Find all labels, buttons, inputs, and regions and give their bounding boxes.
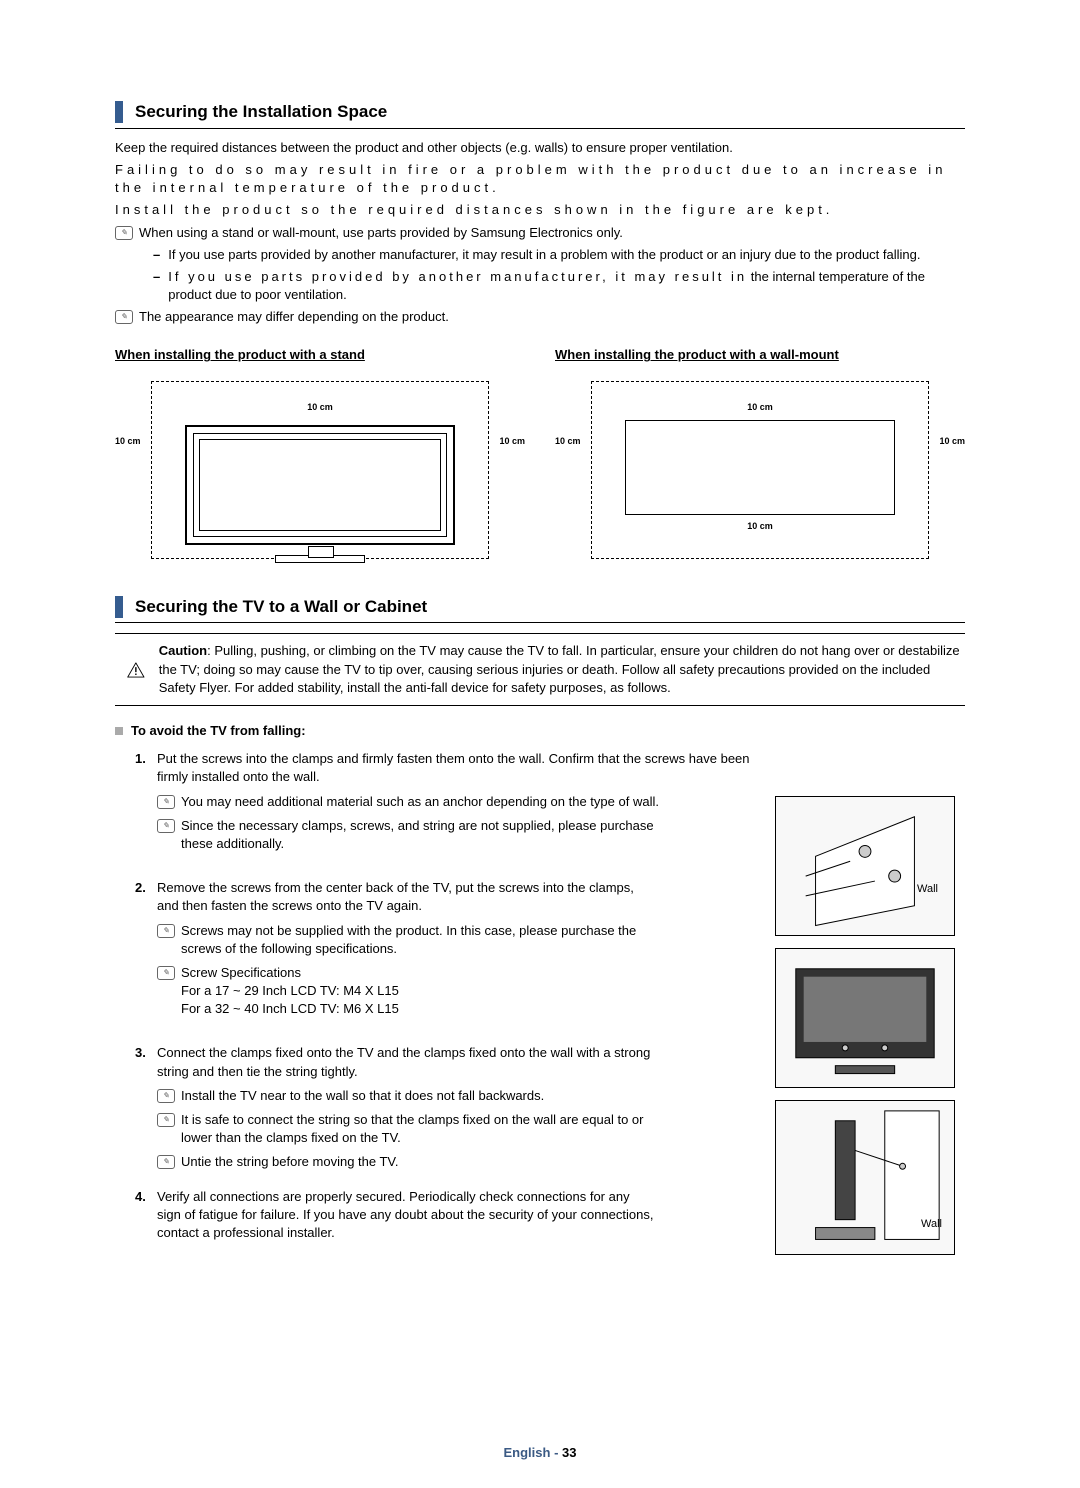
- step3-text: Connect the clamps fixed onto the TV and…: [157, 1044, 655, 1080]
- note-icon: ✎: [157, 1155, 175, 1169]
- step3-note2: ✎ It is safe to connect the string so th…: [157, 1111, 655, 1147]
- step3-note3: ✎ Untie the string before moving the TV.: [157, 1153, 655, 1171]
- step1-note1: ✎ You may need additional material such …: [157, 793, 677, 811]
- note-text-1: When using a stand or wall-mount, use pa…: [139, 224, 623, 242]
- cm-top: 10 cm: [307, 401, 333, 414]
- step-num: 2.: [135, 879, 157, 1020]
- step-num: 4.: [135, 1188, 157, 1243]
- footer-page: 33: [562, 1445, 576, 1460]
- section-title-space: Securing the Installation Space: [135, 100, 387, 124]
- step3-note2-text: It is safe to connect the string so that…: [181, 1111, 655, 1147]
- dash: –: [153, 246, 160, 264]
- cm-left: 10 cm: [555, 435, 581, 448]
- dash-item-1: – If you use parts provided by another m…: [153, 246, 965, 264]
- header-bar: [115, 101, 123, 123]
- wall-label: Wall: [917, 882, 938, 897]
- step2-text: Remove the screws from the center back o…: [157, 879, 655, 915]
- note-icon: ✎: [157, 819, 175, 833]
- sub-head-text: To avoid the TV from falling:: [131, 722, 306, 740]
- step3-note1-text: Install the TV near to the wall so that …: [181, 1087, 544, 1105]
- step-num: 1.: [135, 750, 157, 855]
- diag-title-stand: When installing the product with a stand: [115, 346, 525, 364]
- step2-note2-text: Screw Specifications: [181, 964, 399, 982]
- step1-note2: ✎ Since the necessary clamps, screws, an…: [157, 817, 677, 853]
- note-icon: ✎: [115, 226, 133, 240]
- diag-title-wall: When installing the product with a wall-…: [555, 346, 965, 364]
- step2-note1: ✎ Screws may not be supplied with the pr…: [157, 922, 655, 958]
- step1-note2-text: Since the necessary clamps, screws, and …: [181, 817, 677, 853]
- header-bar: [115, 596, 123, 618]
- diagrams-row: When installing the product with a stand…: [115, 346, 965, 564]
- square-bullet-icon: [115, 727, 123, 735]
- footer-lang: English: [504, 1445, 551, 1460]
- caution-text: Caution: Pulling, pushing, or climbing o…: [159, 642, 965, 697]
- diagram-wall: When installing the product with a wall-…: [555, 346, 965, 564]
- sub-head-avoid: To avoid the TV from falling:: [115, 722, 965, 740]
- cm-top: 10 cm: [747, 401, 773, 414]
- fig-tv-front: [775, 948, 955, 1088]
- cm-left: 10 cm: [115, 435, 141, 448]
- step-4: 4. Verify all connections are properly s…: [135, 1188, 655, 1243]
- cm-right: 10 cm: [499, 435, 525, 448]
- steps: 1. Put the screws into the clamps and fi…: [135, 750, 765, 1256]
- warning-icon: [127, 650, 145, 690]
- step4-text: Verify all connections are properly secu…: [157, 1188, 655, 1243]
- dash-text-2: If you use parts provided by another man…: [168, 268, 965, 304]
- section-title-securing: Securing the TV to a Wall or Cabinet: [135, 595, 427, 619]
- step-3: 3. Connect the clamps fixed onto the TV …: [135, 1044, 655, 1173]
- fig-tv-side: Wall: [775, 1100, 955, 1255]
- note-icon: ✎: [157, 1113, 175, 1127]
- note-row-2: ✎ The appearance may differ depending on…: [115, 308, 965, 326]
- cm-bottom: 10 cm: [747, 520, 773, 533]
- step1-note1-text: You may need additional material such as…: [181, 793, 659, 811]
- note-icon: ✎: [115, 310, 133, 324]
- cm-right: 10 cm: [939, 435, 965, 448]
- step-num: 3.: [135, 1044, 157, 1173]
- page-footer: English - 33: [0, 1444, 1080, 1462]
- step3-note3-text: Untie the string before moving the TV.: [181, 1153, 399, 1171]
- diag-box-stand: 10 cm 10 cm 10 cm: [115, 375, 525, 565]
- section-header-space: Securing the Installation Space: [115, 100, 965, 129]
- note-text-2: The appearance may differ depending on t…: [139, 308, 449, 326]
- dash-list: – If you use parts provided by another m…: [153, 246, 965, 305]
- intro-p2: Failing to do so may result in fire or a…: [115, 161, 965, 197]
- step-1: 1. Put the screws into the clamps and fi…: [135, 750, 765, 855]
- note-row-1: ✎ When using a stand or wall-mount, use …: [115, 224, 965, 242]
- note-icon: ✎: [157, 1089, 175, 1103]
- section-header-securing: Securing the TV to a Wall or Cabinet: [115, 595, 965, 624]
- dash-item-2: – If you use parts provided by another m…: [153, 268, 965, 304]
- step2-note2: ✎ Screw Specifications For a 17 ~ 29 Inc…: [157, 964, 655, 1019]
- diag-box-wall: 10 cm 10 cm 10 cm 10 cm: [555, 375, 965, 565]
- caution-label: Caution: [159, 643, 207, 658]
- intro-p1: Keep the required distances between the …: [115, 139, 965, 157]
- step2-spec1: For a 17 ~ 29 Inch LCD TV: M4 X L15: [181, 982, 399, 1000]
- step1-text: Put the screws into the clamps and firml…: [157, 750, 765, 786]
- step3-note1: ✎ Install the TV near to the wall so tha…: [157, 1087, 655, 1105]
- note-icon: ✎: [157, 795, 175, 809]
- dash: –: [153, 268, 160, 304]
- step2-note1-text: Screws may not be supplied with the prod…: [181, 922, 655, 958]
- right-figures: Wall Wall: [775, 796, 965, 1267]
- diagram-stand: When installing the product with a stand…: [115, 346, 525, 564]
- step-2: 2. Remove the screws from the center bac…: [135, 879, 655, 1020]
- caution-box: Caution: Pulling, pushing, or climbing o…: [115, 633, 965, 706]
- dash-text-1: If you use parts provided by another man…: [168, 246, 920, 264]
- intro-p3: Install the product so the required dist…: [115, 201, 965, 219]
- caution-body: : Pulling, pushing, or climbing on the T…: [159, 643, 960, 694]
- wall-label-2: Wall: [921, 1217, 942, 1232]
- note-icon: ✎: [157, 924, 175, 938]
- note-icon: ✎: [157, 966, 175, 980]
- step2-spec2: For a 32 ~ 40 Inch LCD TV: M6 X L15: [181, 1000, 399, 1018]
- fig-wall-clamps: Wall: [775, 796, 955, 936]
